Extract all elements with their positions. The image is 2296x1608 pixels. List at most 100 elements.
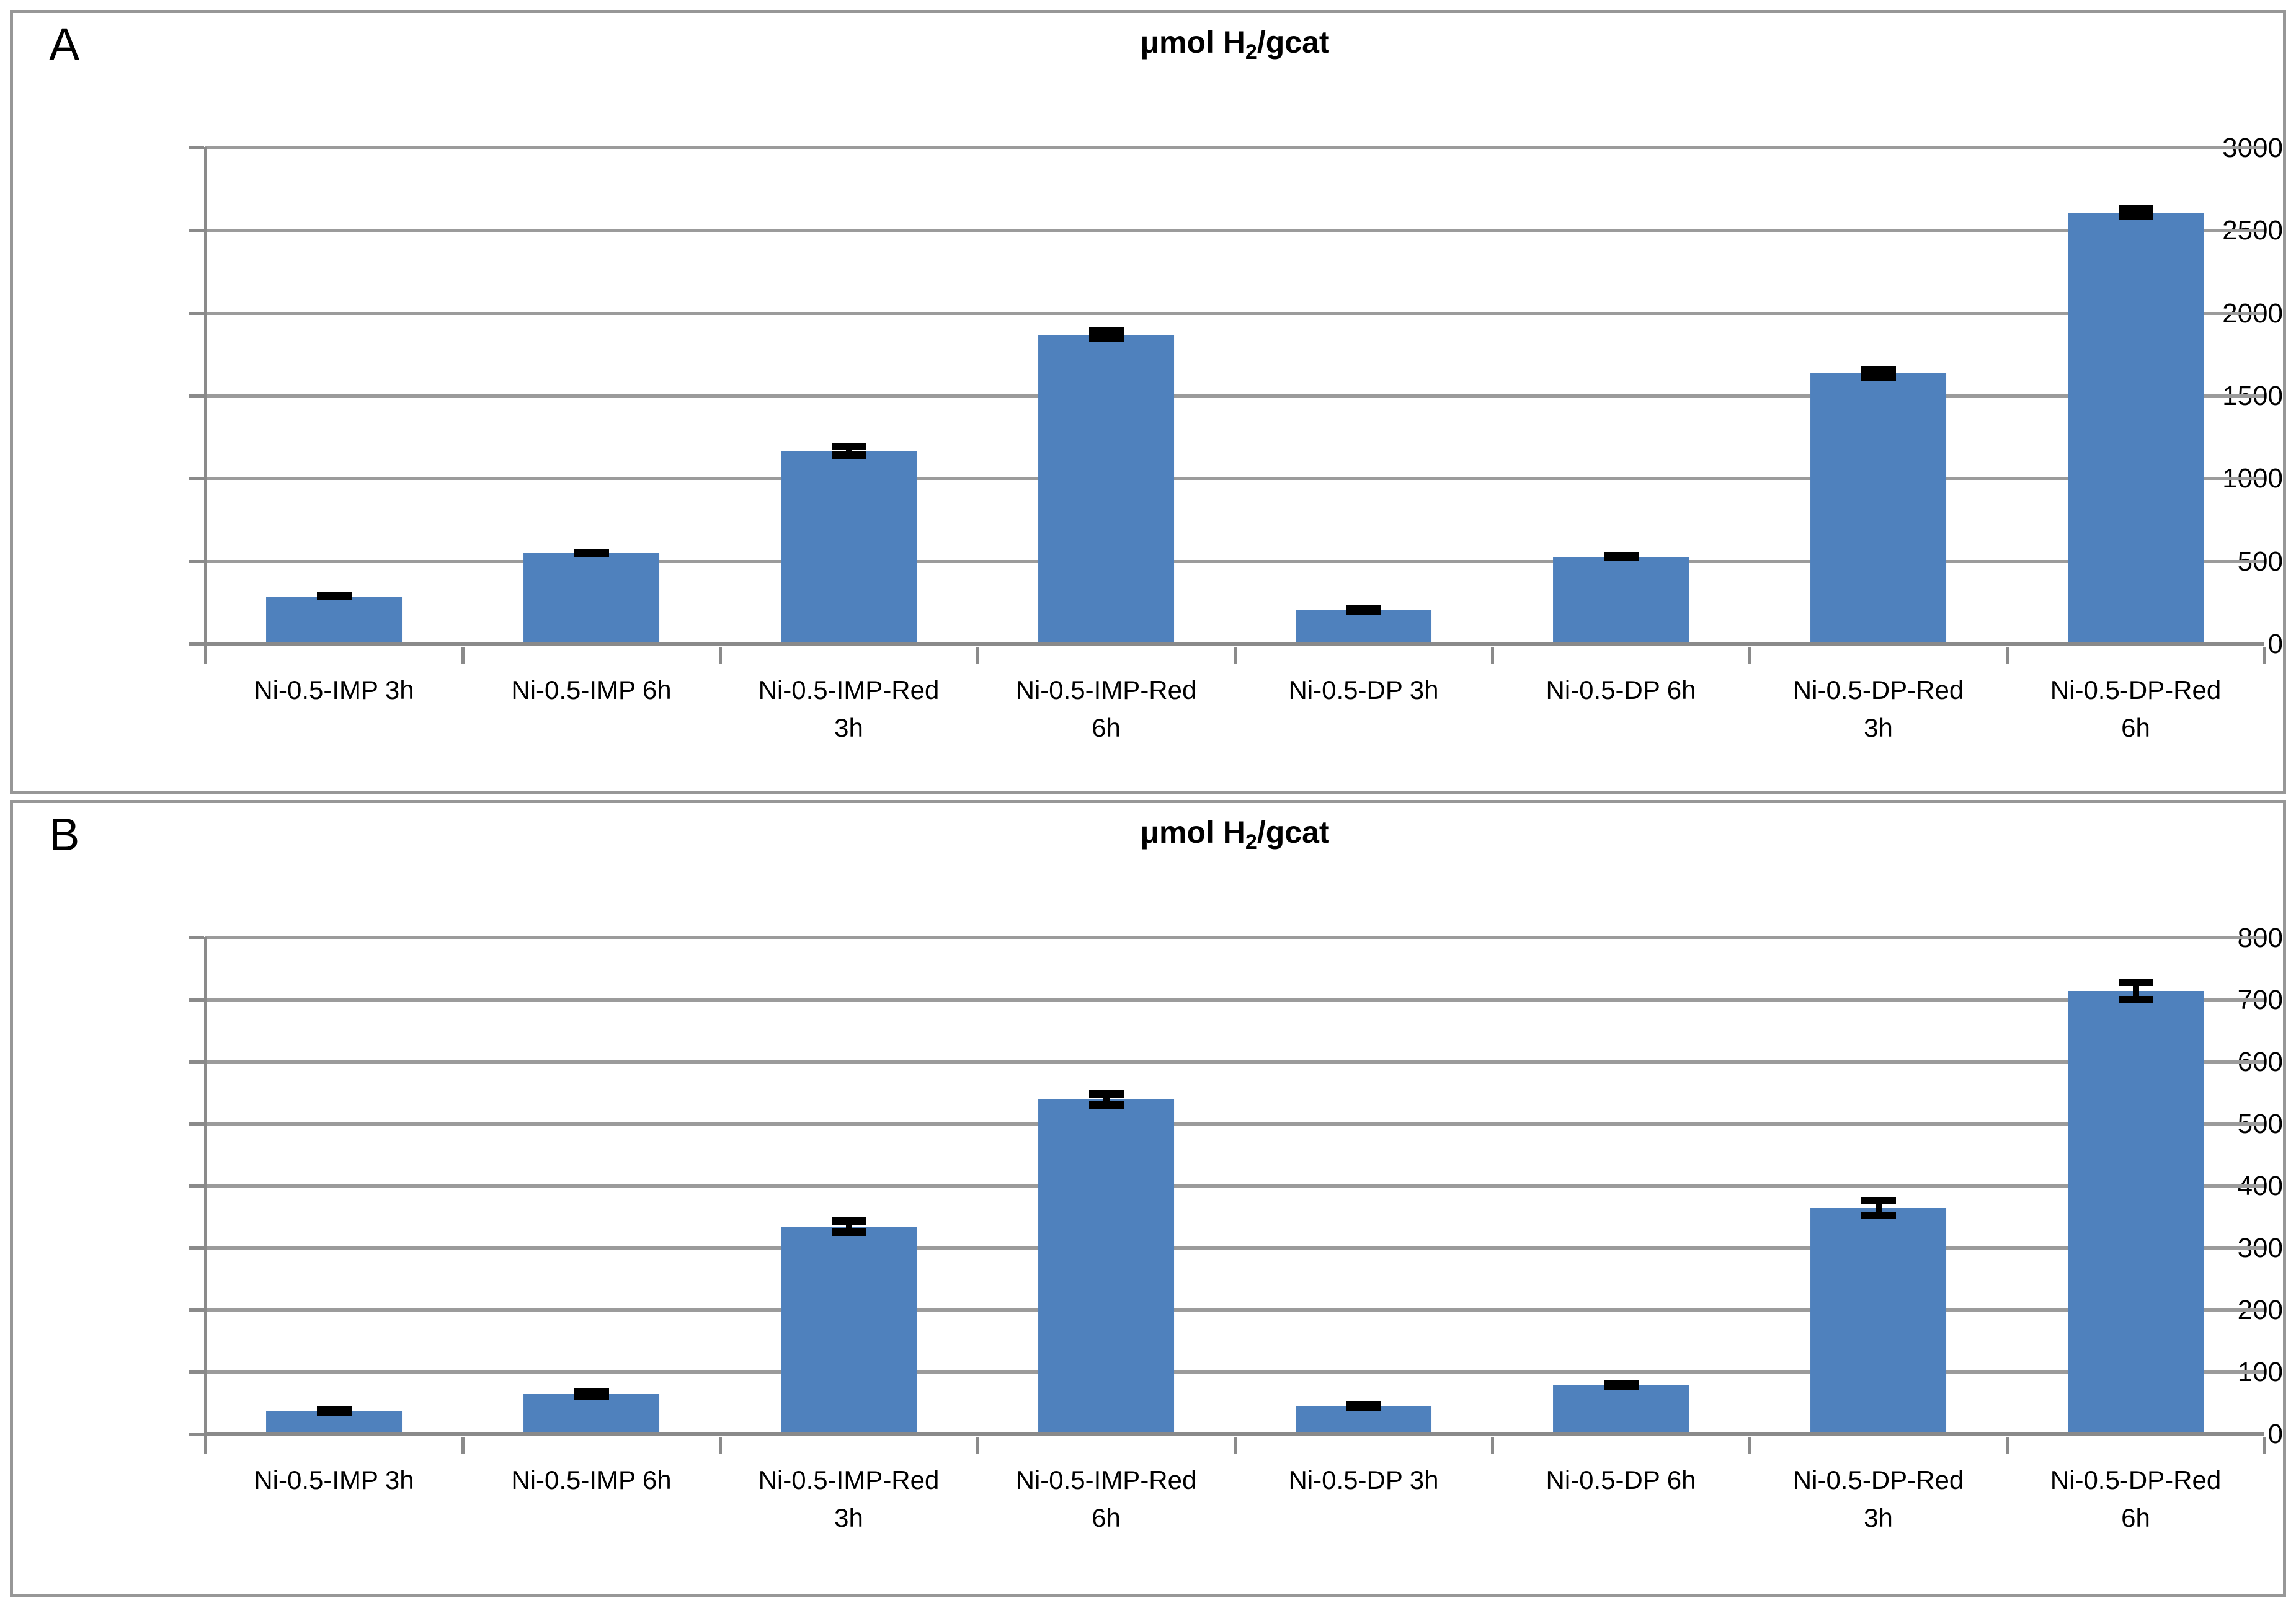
error-bar xyxy=(831,1217,866,1236)
y-axis-tick xyxy=(189,559,204,563)
error-bar-cap xyxy=(831,1228,866,1236)
error-bar xyxy=(2118,979,2153,1003)
y-axis-line xyxy=(204,147,207,664)
category-label-line: Ni-0.5-IMP-Red xyxy=(758,1465,940,1495)
gridline xyxy=(205,394,2264,398)
x-axis-tick xyxy=(461,1437,465,1454)
category-label: Ni-0.5-IMP 6h xyxy=(463,672,720,747)
category-label-line: Ni-0.5-IMP 3h xyxy=(254,1465,414,1495)
error-bar xyxy=(2118,205,2153,220)
bar-slot xyxy=(205,938,463,1434)
bar-slot xyxy=(1750,148,2007,644)
category-label: Ni-0.5-IMP-Red 6h xyxy=(977,1462,1235,1537)
category-label-line: 6h xyxy=(1092,713,1121,742)
error-bar-cap xyxy=(1861,365,1896,373)
error-bar-line xyxy=(845,442,852,460)
category-label: Ni-0.5-IMP-Red 6h xyxy=(977,672,1235,747)
category-label: Ni-0.5-IMP 3h xyxy=(205,672,463,747)
bar-slot xyxy=(1492,938,1750,1434)
bar-slot xyxy=(2007,148,2264,644)
y-axis-tick xyxy=(189,1184,204,1188)
bar-Ni-0.5-DP-Red 3h xyxy=(1810,1208,1947,1434)
title-subscript: 2 xyxy=(1245,830,1257,854)
error-bar-line xyxy=(1103,1090,1110,1109)
category-label-line: 3h xyxy=(834,1503,863,1532)
category-label-line: Ni-0.5-DP-Red xyxy=(1792,1465,1964,1495)
x-axis-tick xyxy=(1234,647,1237,664)
error-bar-cap xyxy=(1088,335,1124,343)
bar-Ni-0.5-DP-Red 6h xyxy=(2067,213,2204,644)
bar-slot xyxy=(1492,148,1750,644)
error-bar xyxy=(1346,605,1381,615)
bar-slot xyxy=(1750,938,2007,1434)
error-bar xyxy=(1088,327,1124,343)
category-label: Ni-0.5-DP 6h xyxy=(1492,1462,1750,1537)
y-axis-tick xyxy=(189,642,204,646)
category-label-line: Ni-0.5-IMP-Red xyxy=(1015,675,1197,704)
panel-a: A μmol H2/gcat 0 500 1000 1500 2000 2500 3000 … xyxy=(10,10,2286,794)
gridline xyxy=(205,311,2264,315)
category-label-line: 3h xyxy=(1864,713,1893,742)
x-axis-tick xyxy=(1491,1437,1494,1454)
category-label: Ni-0.5-IMP 6h xyxy=(463,1462,720,1537)
bar-slot xyxy=(2007,938,2264,1434)
y-axis-tick xyxy=(189,1308,204,1312)
y-axis-tick xyxy=(189,1122,204,1126)
error-bar-cap xyxy=(1346,605,1381,612)
error-bar-cap xyxy=(831,442,866,450)
y-axis-tick xyxy=(189,394,204,398)
category-label-line: 6h xyxy=(1092,1503,1121,1532)
category-label: Ni-0.5-DP 3h xyxy=(1235,672,1492,747)
error-bar-cap xyxy=(831,451,866,460)
bar-Ni-0.5-IMP-Red 6h xyxy=(1038,1099,1175,1434)
gridline xyxy=(205,229,2264,233)
x-axis-tick xyxy=(2006,647,2009,664)
panel-a-chart-title: μmol H2/gcat xyxy=(205,27,2264,63)
panel-b-chart-title: μmol H2/gcat xyxy=(205,817,2264,853)
bar-slot xyxy=(720,938,977,1434)
category-label-line: Ni-0.5-DP-Red xyxy=(1792,675,1964,704)
category-label: Ni-0.5-DP-Red 3h xyxy=(1750,672,2007,747)
category-label-line: Ni-0.5-DP 6h xyxy=(1546,1465,1696,1495)
error-bar xyxy=(574,1388,609,1400)
bar-slot xyxy=(1235,148,1492,644)
title-subscript: 2 xyxy=(1245,40,1257,64)
x-axis-tick xyxy=(1491,647,1494,664)
category-label-line: Ni-0.5-DP-Red xyxy=(2050,1465,2222,1495)
error-bar xyxy=(1603,552,1639,561)
bar-slot xyxy=(463,148,720,644)
y-axis-tick xyxy=(189,936,204,939)
title-text: μmol H xyxy=(1140,25,1245,60)
bar-Ni-0.5-IMP-Red 3h xyxy=(780,1227,917,1434)
error-bar-cap xyxy=(1603,552,1639,560)
error-bar-cap xyxy=(574,550,609,557)
y-axis-tick xyxy=(189,1246,204,1250)
x-axis-tick xyxy=(1748,1437,1751,1454)
category-label-line: Ni-0.5-DP 6h xyxy=(1546,675,1696,704)
x-axis-tick xyxy=(204,1437,207,1454)
y-axis-tick xyxy=(189,229,204,233)
bar-Ni-0.5-DP 3h xyxy=(1295,610,1432,644)
error-bar-cap xyxy=(1861,373,1896,381)
category-label: Ni-0.5-IMP-Red 3h xyxy=(720,672,977,747)
error-bar-line xyxy=(2132,979,2139,1003)
error-bar-cap xyxy=(1088,327,1124,335)
x-axis-labels: Ni-0.5-IMP 3h Ni-0.5-IMP 6h Ni-0.5-IMP-Red… xyxy=(205,672,2264,747)
category-label-line: Ni-0.5-IMP-Red xyxy=(1015,1465,1197,1495)
x-axis-line xyxy=(205,642,2264,646)
bar-Ni-0.5-DP 6h xyxy=(1552,1385,1689,1434)
x-axis-line xyxy=(205,1432,2264,1436)
bar-Ni-0.5-IMP-Red 6h xyxy=(1038,335,1175,644)
category-label-line: Ni-0.5-IMP-Red xyxy=(758,675,940,704)
error-bar-cap xyxy=(1861,1212,1896,1219)
bar-Ni-0.5-DP-Red 6h xyxy=(2067,991,2204,1434)
error-bar-cap xyxy=(2118,213,2153,220)
y-axis-tick xyxy=(189,311,204,315)
category-label-line: Ni-0.5-IMP 3h xyxy=(254,675,414,704)
error-bar-cap xyxy=(316,592,352,600)
error-bar-cap xyxy=(831,1217,866,1225)
y-axis-tick xyxy=(189,477,204,481)
plot-area xyxy=(189,146,2266,664)
category-label: Ni-0.5-DP-Red 6h xyxy=(2007,672,2264,747)
y-axis-tick xyxy=(189,998,204,1002)
